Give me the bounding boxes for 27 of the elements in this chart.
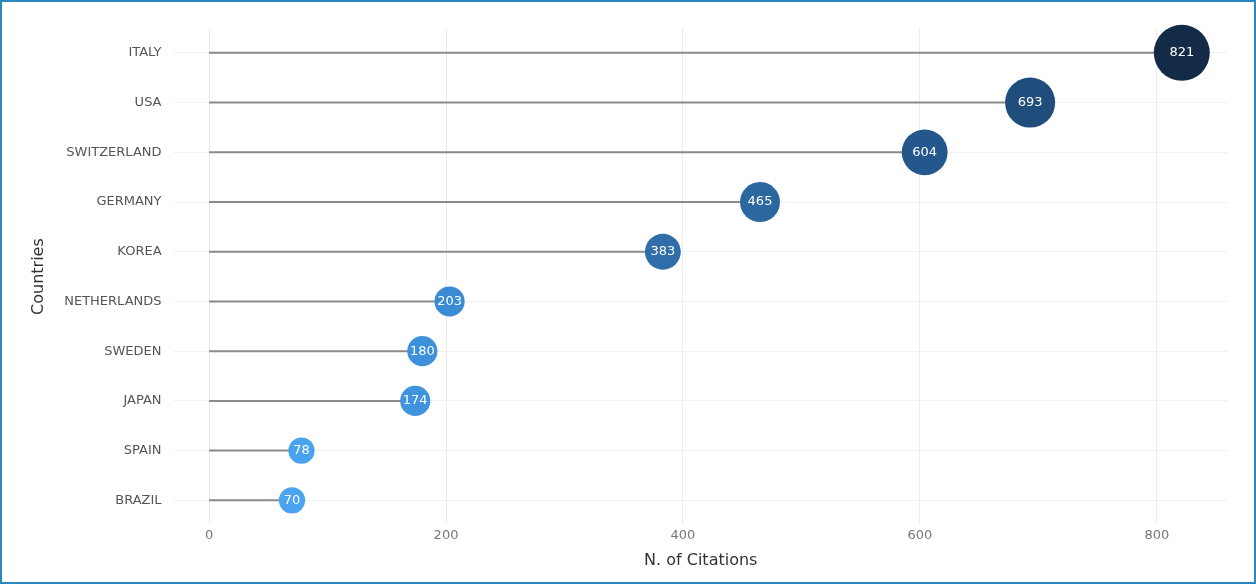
y-tick-label: GERMANY (96, 193, 162, 209)
data-label: 78 (293, 441, 310, 457)
data-label: 693 (1017, 93, 1043, 109)
data-label: 383 (650, 243, 676, 259)
y-tick-label: SPAIN (123, 441, 162, 457)
x-tick-label: 600 (907, 527, 933, 543)
x-tick-label: 0 (204, 527, 214, 543)
data-label: 465 (747, 193, 773, 209)
data-label: 821 (1169, 44, 1195, 60)
data-label: 174 (402, 392, 428, 408)
y-tick-label: SWEDEN (104, 342, 162, 358)
x-tick-label: 800 (1144, 527, 1170, 543)
x-tick-label: 400 (670, 527, 696, 543)
data-label: 70 (283, 491, 301, 507)
data-label: 203 (437, 292, 462, 308)
data-label: 180 (409, 342, 435, 358)
data-label: 604 (912, 143, 938, 159)
y-tick-label: ITALY (128, 44, 162, 60)
y-tick-label: NETHERLANDS (64, 292, 162, 308)
y-tick-label: KOREA (117, 243, 162, 259)
y-axis-title: Countries (27, 238, 47, 315)
y-tick-label: SWITZERLAND (66, 143, 162, 159)
y-tick-label: JAPAN (122, 392, 162, 408)
x-axis-title: N. of Citations (644, 549, 758, 569)
y-tick-label: USA (134, 93, 162, 109)
y-tick-label: BRAZIL (115, 491, 163, 507)
x-tick-label: 200 (433, 527, 459, 543)
